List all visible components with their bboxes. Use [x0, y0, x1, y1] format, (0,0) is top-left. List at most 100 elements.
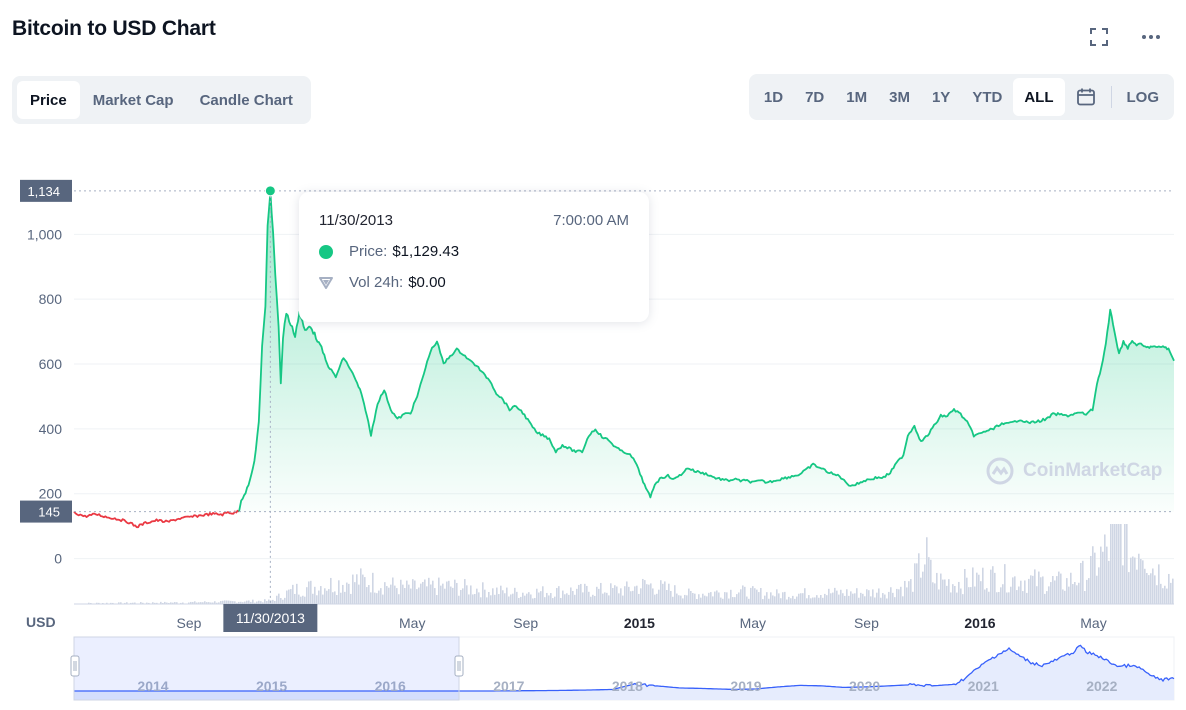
volume-bar	[208, 602, 210, 604]
volume-bar	[442, 583, 444, 604]
volume-bar	[1142, 560, 1144, 604]
volume-bar	[260, 601, 262, 604]
calendar-button[interactable]	[1065, 78, 1107, 116]
volume-bar	[690, 591, 692, 604]
volume-bar	[1158, 564, 1160, 604]
x-crosshair-badge-bg	[223, 604, 318, 632]
volume-bar	[224, 600, 226, 604]
volume-bar	[570, 587, 572, 604]
volume-bar	[874, 597, 876, 604]
range-1d[interactable]: 1D	[763, 88, 784, 106]
volume-bar	[376, 593, 378, 604]
volume-bar	[948, 579, 950, 604]
navigator-handle-right[interactable]	[454, 655, 464, 677]
volume-bar	[782, 592, 784, 604]
volume-bar	[1030, 575, 1032, 604]
volume-bar	[972, 567, 974, 604]
volume-bar	[920, 577, 922, 604]
volume-bar	[346, 582, 348, 604]
volume-bar	[986, 588, 988, 604]
tab-market-cap[interactable]: Market Cap	[92, 91, 174, 109]
more-icon[interactable]	[1138, 24, 1164, 50]
volume-bar	[966, 577, 968, 604]
volume-bar	[262, 602, 264, 604]
volume-bar	[344, 591, 346, 604]
volume-bar	[934, 583, 936, 604]
tab-price[interactable]: Price	[17, 81, 80, 119]
volume-bar	[190, 601, 192, 604]
volume-bar	[998, 592, 1000, 604]
volume-bar	[280, 598, 282, 604]
chart-type-tabs: Price Market Cap Candle Chart	[12, 76, 311, 124]
volume-bar	[560, 597, 562, 604]
volume-bar	[1074, 582, 1076, 604]
range-7d[interactable]: 7D	[805, 88, 825, 106]
volume-bar	[734, 597, 736, 604]
range-1y[interactable]: 1Y	[931, 88, 951, 106]
volume-bar	[816, 595, 818, 604]
volume-bar	[614, 585, 616, 604]
volume-bar	[738, 592, 740, 604]
volume-bar	[528, 592, 530, 604]
navigator-year-label: 2019	[730, 678, 761, 694]
range-1m[interactable]: 1M	[846, 88, 868, 106]
volume-bar	[750, 587, 752, 604]
volume-bar	[1032, 575, 1034, 604]
volume-bar	[502, 590, 504, 604]
volume-bar	[540, 591, 542, 604]
volume-bar	[1164, 585, 1166, 604]
volume-bar	[448, 580, 450, 604]
volume-bar	[422, 581, 424, 604]
volume-bar	[722, 598, 724, 604]
volume-bar	[366, 587, 368, 604]
fullscreen-icon[interactable]	[1086, 24, 1112, 50]
volume-bar	[1122, 565, 1124, 604]
volume-bar	[706, 596, 708, 604]
navigator-handle-left[interactable]	[70, 655, 80, 677]
volume-bar	[154, 602, 156, 604]
volume-bar	[454, 579, 456, 604]
log-toggle[interactable]: LOG	[1126, 88, 1160, 106]
volume-bar	[476, 588, 478, 604]
volume-bar	[994, 572, 996, 604]
volume-bar	[786, 599, 788, 604]
volume-bar	[382, 594, 384, 604]
range-3m[interactable]: 3M	[889, 88, 910, 106]
volume-bar	[1088, 578, 1090, 604]
volume-bar	[806, 598, 808, 604]
volume-bar	[620, 588, 622, 604]
volume-bar	[420, 583, 422, 604]
volume-bar	[146, 602, 148, 604]
range-ytd[interactable]: YTD	[972, 88, 1003, 106]
volume-bar	[330, 577, 332, 604]
volume-bar	[174, 602, 176, 604]
range-all[interactable]: ALL	[1013, 78, 1065, 116]
volume-bar	[964, 569, 966, 604]
volume-bar	[1046, 591, 1048, 604]
volume-bar	[656, 593, 658, 604]
volume-bar	[626, 581, 628, 604]
volume-bar	[160, 601, 162, 604]
volume-bar	[924, 564, 926, 604]
volume-bar	[932, 582, 934, 604]
volume-bar	[90, 602, 92, 604]
volume-bar	[906, 587, 908, 604]
tab-candle-chart[interactable]: Candle Chart	[199, 91, 293, 109]
volume-bar	[360, 568, 362, 604]
volume-bar	[516, 591, 518, 604]
volume-bar	[162, 602, 164, 604]
volume-bar	[898, 589, 900, 604]
volume-bar	[1044, 593, 1046, 604]
price-dot-icon	[319, 244, 333, 259]
volume-bar	[1018, 586, 1020, 604]
volume-bar	[1094, 552, 1096, 604]
volume-bar	[488, 591, 490, 604]
volume-bar	[584, 583, 586, 604]
volume-bar	[876, 592, 878, 604]
volume-bar	[882, 593, 884, 604]
volume-bar	[764, 595, 766, 604]
tooltip-price-label: Price:	[349, 243, 388, 260]
y-tick-label: 0	[54, 551, 62, 567]
volume-bar	[1064, 590, 1066, 604]
